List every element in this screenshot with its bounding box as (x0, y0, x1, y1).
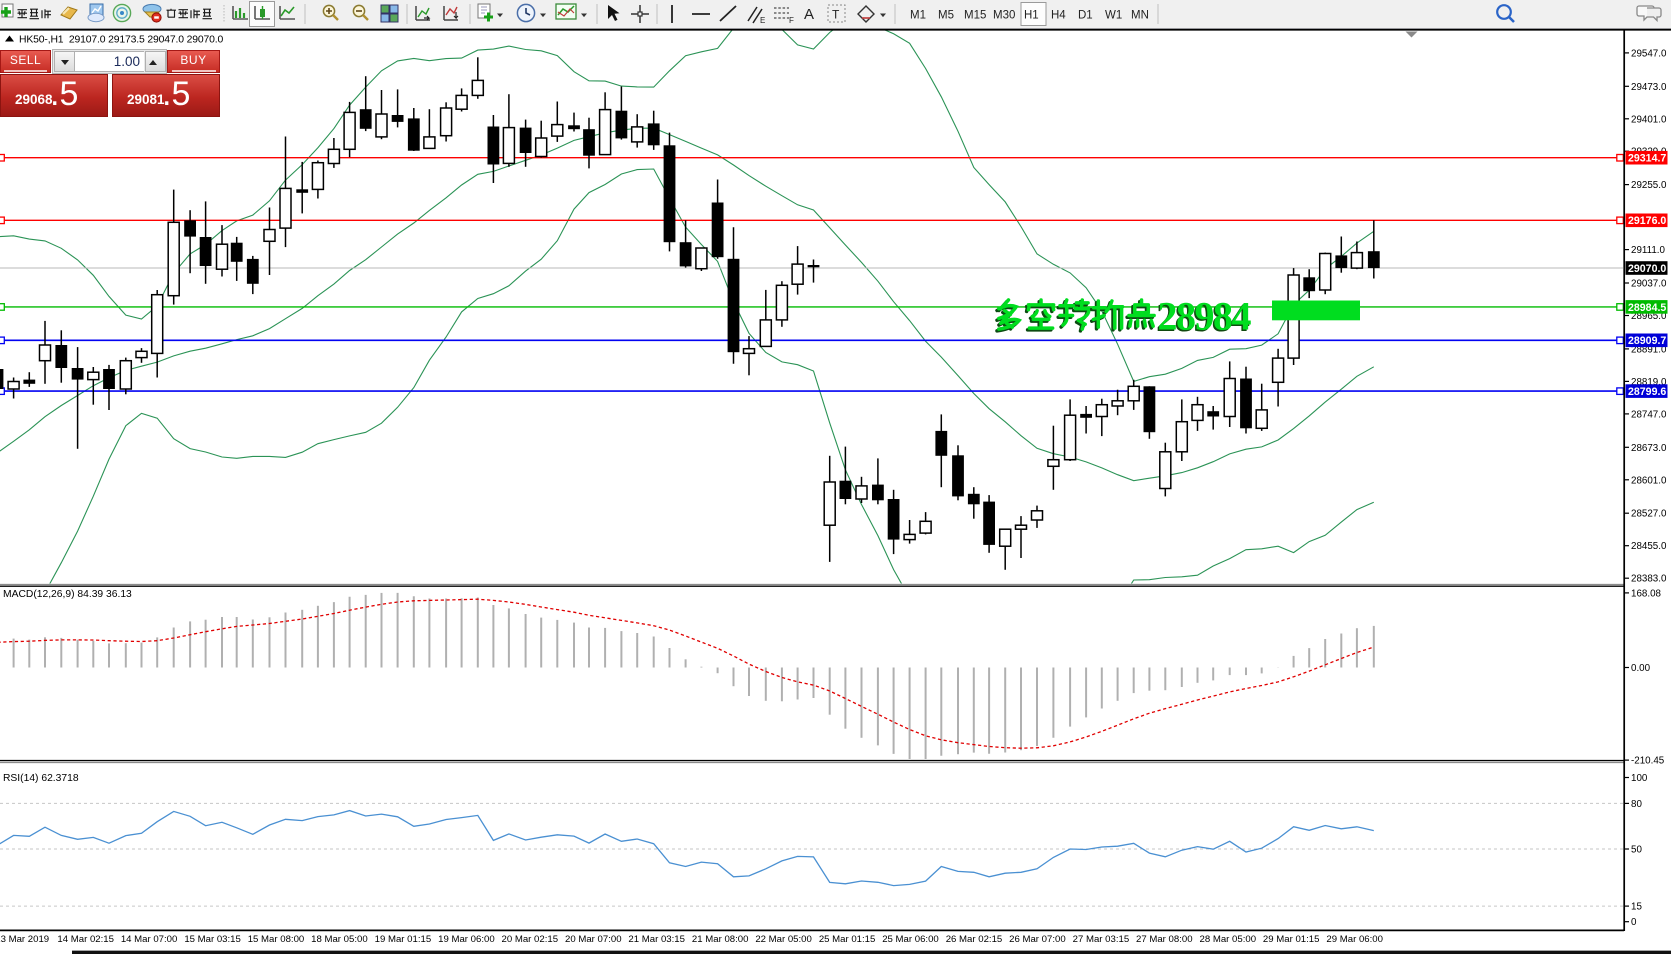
svg-text:27 Mar 03:15: 27 Mar 03:15 (1073, 934, 1130, 945)
svg-text:28984: 28984 (1156, 295, 1250, 340)
svg-text:MN: MN (1131, 10, 1149, 22)
svg-text:MACD(12,26,9) 84.39 36.13: MACD(12,26,9) 84.39 36.13 (3, 589, 132, 600)
svg-text:29111.0: 29111.0 (1631, 245, 1666, 256)
svg-text:E: E (760, 16, 765, 25)
svg-text:28799.6: 28799.6 (1628, 386, 1666, 398)
svg-text:H1: H1 (1024, 10, 1039, 22)
svg-text:F: F (789, 16, 794, 25)
svg-text:29070.0: 29070.0 (1628, 263, 1666, 275)
svg-text:28 Mar 05:00: 28 Mar 05:00 (1200, 934, 1257, 945)
svg-text:28819.0: 28819.0 (1631, 377, 1667, 388)
svg-text:28984.5: 28984.5 (1628, 302, 1666, 314)
svg-text:100: 100 (1631, 773, 1648, 784)
svg-text:RSI(14) 62.3718: RSI(14) 62.3718 (3, 773, 79, 784)
svg-text:19 Mar 01:15: 19 Mar 01:15 (375, 934, 432, 945)
svg-text:14 Mar 02:15: 14 Mar 02:15 (57, 934, 114, 945)
svg-text:28601.0: 28601.0 (1631, 475, 1667, 486)
svg-text:28891.0: 28891.0 (1631, 344, 1667, 355)
svg-text:28984: 28984 (1158, 294, 1252, 339)
svg-text:W1: W1 (1105, 10, 1122, 22)
svg-text:18 Mar 05:00: 18 Mar 05:00 (311, 934, 368, 945)
svg-text:-210.45: -210.45 (1631, 756, 1665, 767)
svg-text:M1: M1 (910, 10, 926, 22)
svg-text:29 Mar 06:00: 29 Mar 06:00 (1326, 934, 1383, 945)
svg-text:20 Mar 02:15: 20 Mar 02:15 (502, 934, 559, 945)
svg-text:28455.0: 28455.0 (1631, 541, 1667, 552)
svg-text:15 Mar 03:15: 15 Mar 03:15 (184, 934, 241, 945)
svg-text:M30: M30 (993, 10, 1015, 22)
svg-text:15 Mar 08:00: 15 Mar 08:00 (248, 934, 305, 945)
svg-text:29401.0: 29401.0 (1631, 114, 1667, 125)
svg-text:0.00: 0.00 (1631, 663, 1651, 674)
svg-text:25 Mar 01:15: 25 Mar 01:15 (819, 934, 876, 945)
svg-text:20 Mar 07:00: 20 Mar 07:00 (565, 934, 622, 945)
svg-text:29473.0: 29473.0 (1631, 82, 1667, 93)
svg-text:28673.0: 28673.0 (1631, 443, 1667, 454)
svg-text:M5: M5 (938, 10, 954, 22)
svg-text:28527.0: 28527.0 (1631, 509, 1667, 520)
svg-text:HK50-,H1 29107.0 29173.5 2904: HK50-,H1 29107.0 29173.5 29047.0 29070.0 (19, 35, 224, 46)
svg-text:15: 15 (1631, 902, 1642, 913)
svg-text:28965.0: 28965.0 (1631, 311, 1667, 322)
svg-text:29255.0: 29255.0 (1631, 180, 1667, 191)
svg-text:26 Mar 02:15: 26 Mar 02:15 (946, 934, 1003, 945)
svg-text:13 Mar 2019: 13 Mar 2019 (0, 934, 49, 945)
svg-text:22 Mar 05:00: 22 Mar 05:00 (755, 934, 812, 945)
svg-text:0: 0 (1631, 917, 1637, 928)
svg-text:21 Mar 03:15: 21 Mar 03:15 (628, 934, 685, 945)
svg-text:29314.7: 29314.7 (1628, 153, 1666, 165)
svg-text:29547.0: 29547.0 (1631, 48, 1667, 59)
svg-text:M15: M15 (964, 10, 986, 22)
svg-text:25 Mar 06:00: 25 Mar 06:00 (882, 934, 939, 945)
svg-text:26 Mar 07:00: 26 Mar 07:00 (1009, 934, 1066, 945)
svg-text:19 Mar 06:00: 19 Mar 06:00 (438, 934, 495, 945)
svg-text:21 Mar 08:00: 21 Mar 08:00 (692, 934, 749, 945)
svg-text:80: 80 (1631, 799, 1642, 810)
svg-text:28747.0: 28747.0 (1631, 409, 1667, 420)
svg-text:28383.0: 28383.0 (1631, 574, 1667, 585)
svg-text:168.08: 168.08 (1631, 588, 1662, 599)
svg-text:28909.7: 28909.7 (1628, 335, 1666, 347)
svg-text:T: T (832, 8, 840, 22)
svg-text:H4: H4 (1051, 10, 1066, 22)
svg-text:29176.0: 29176.0 (1628, 215, 1666, 227)
svg-text:29 Mar 01:15: 29 Mar 01:15 (1263, 934, 1320, 945)
svg-text:50: 50 (1631, 845, 1642, 856)
svg-text:29037.0: 29037.0 (1631, 279, 1667, 290)
svg-text:14 Mar 07:00: 14 Mar 07:00 (121, 934, 178, 945)
svg-text:27 Mar 08:00: 27 Mar 08:00 (1136, 934, 1193, 945)
svg-text:D1: D1 (1078, 10, 1093, 22)
svg-text:A: A (804, 6, 814, 23)
